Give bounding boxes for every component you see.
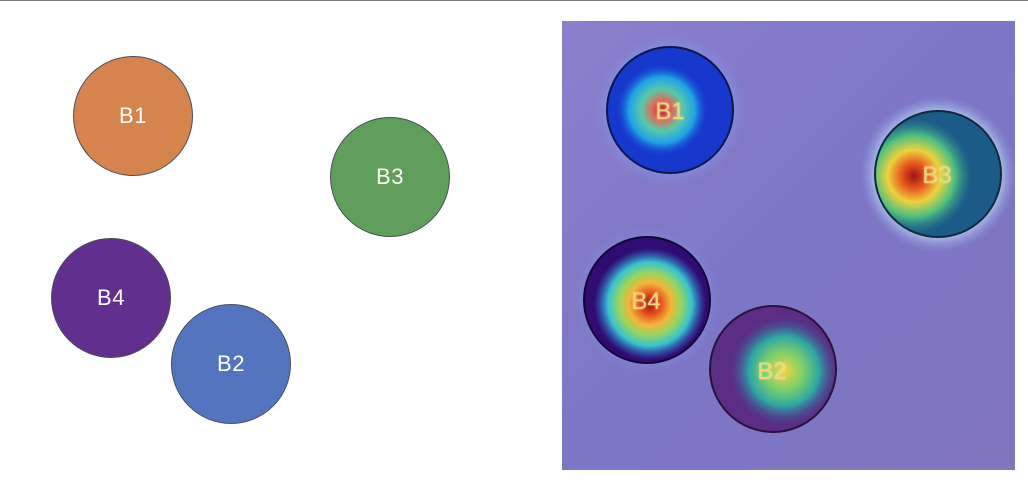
heat-ball-b1-label: B1 xyxy=(655,98,685,125)
heat-ball-b3-label: B3 xyxy=(922,162,952,189)
input-balls-panel: B1 B3 B4 B2 xyxy=(0,1,540,484)
heat-ball-b4 xyxy=(573,226,721,374)
ball-b2: B2 xyxy=(171,304,291,424)
heat-ball-b2 xyxy=(709,305,837,433)
heatmap-svg xyxy=(562,21,1015,470)
ball-b4: B4 xyxy=(51,238,171,358)
heat-ball-b1 xyxy=(594,34,746,186)
top-border-line xyxy=(0,0,1028,1)
ball-b1-label: B1 xyxy=(119,103,147,128)
ball-b2-label: B2 xyxy=(217,351,245,376)
ball-b4-label: B4 xyxy=(97,285,125,310)
ball-b3: B3 xyxy=(330,117,450,237)
attention-heatmap-panel: B1 B3 B4 B2 xyxy=(562,21,1015,470)
ball-b1: B1 xyxy=(73,56,193,176)
heat-ball-b4-label: B4 xyxy=(631,288,661,315)
heat-ball-b2-label: B2 xyxy=(757,358,787,385)
ball-b3-label: B3 xyxy=(376,164,404,189)
heat-ball-b3 xyxy=(860,96,1015,252)
